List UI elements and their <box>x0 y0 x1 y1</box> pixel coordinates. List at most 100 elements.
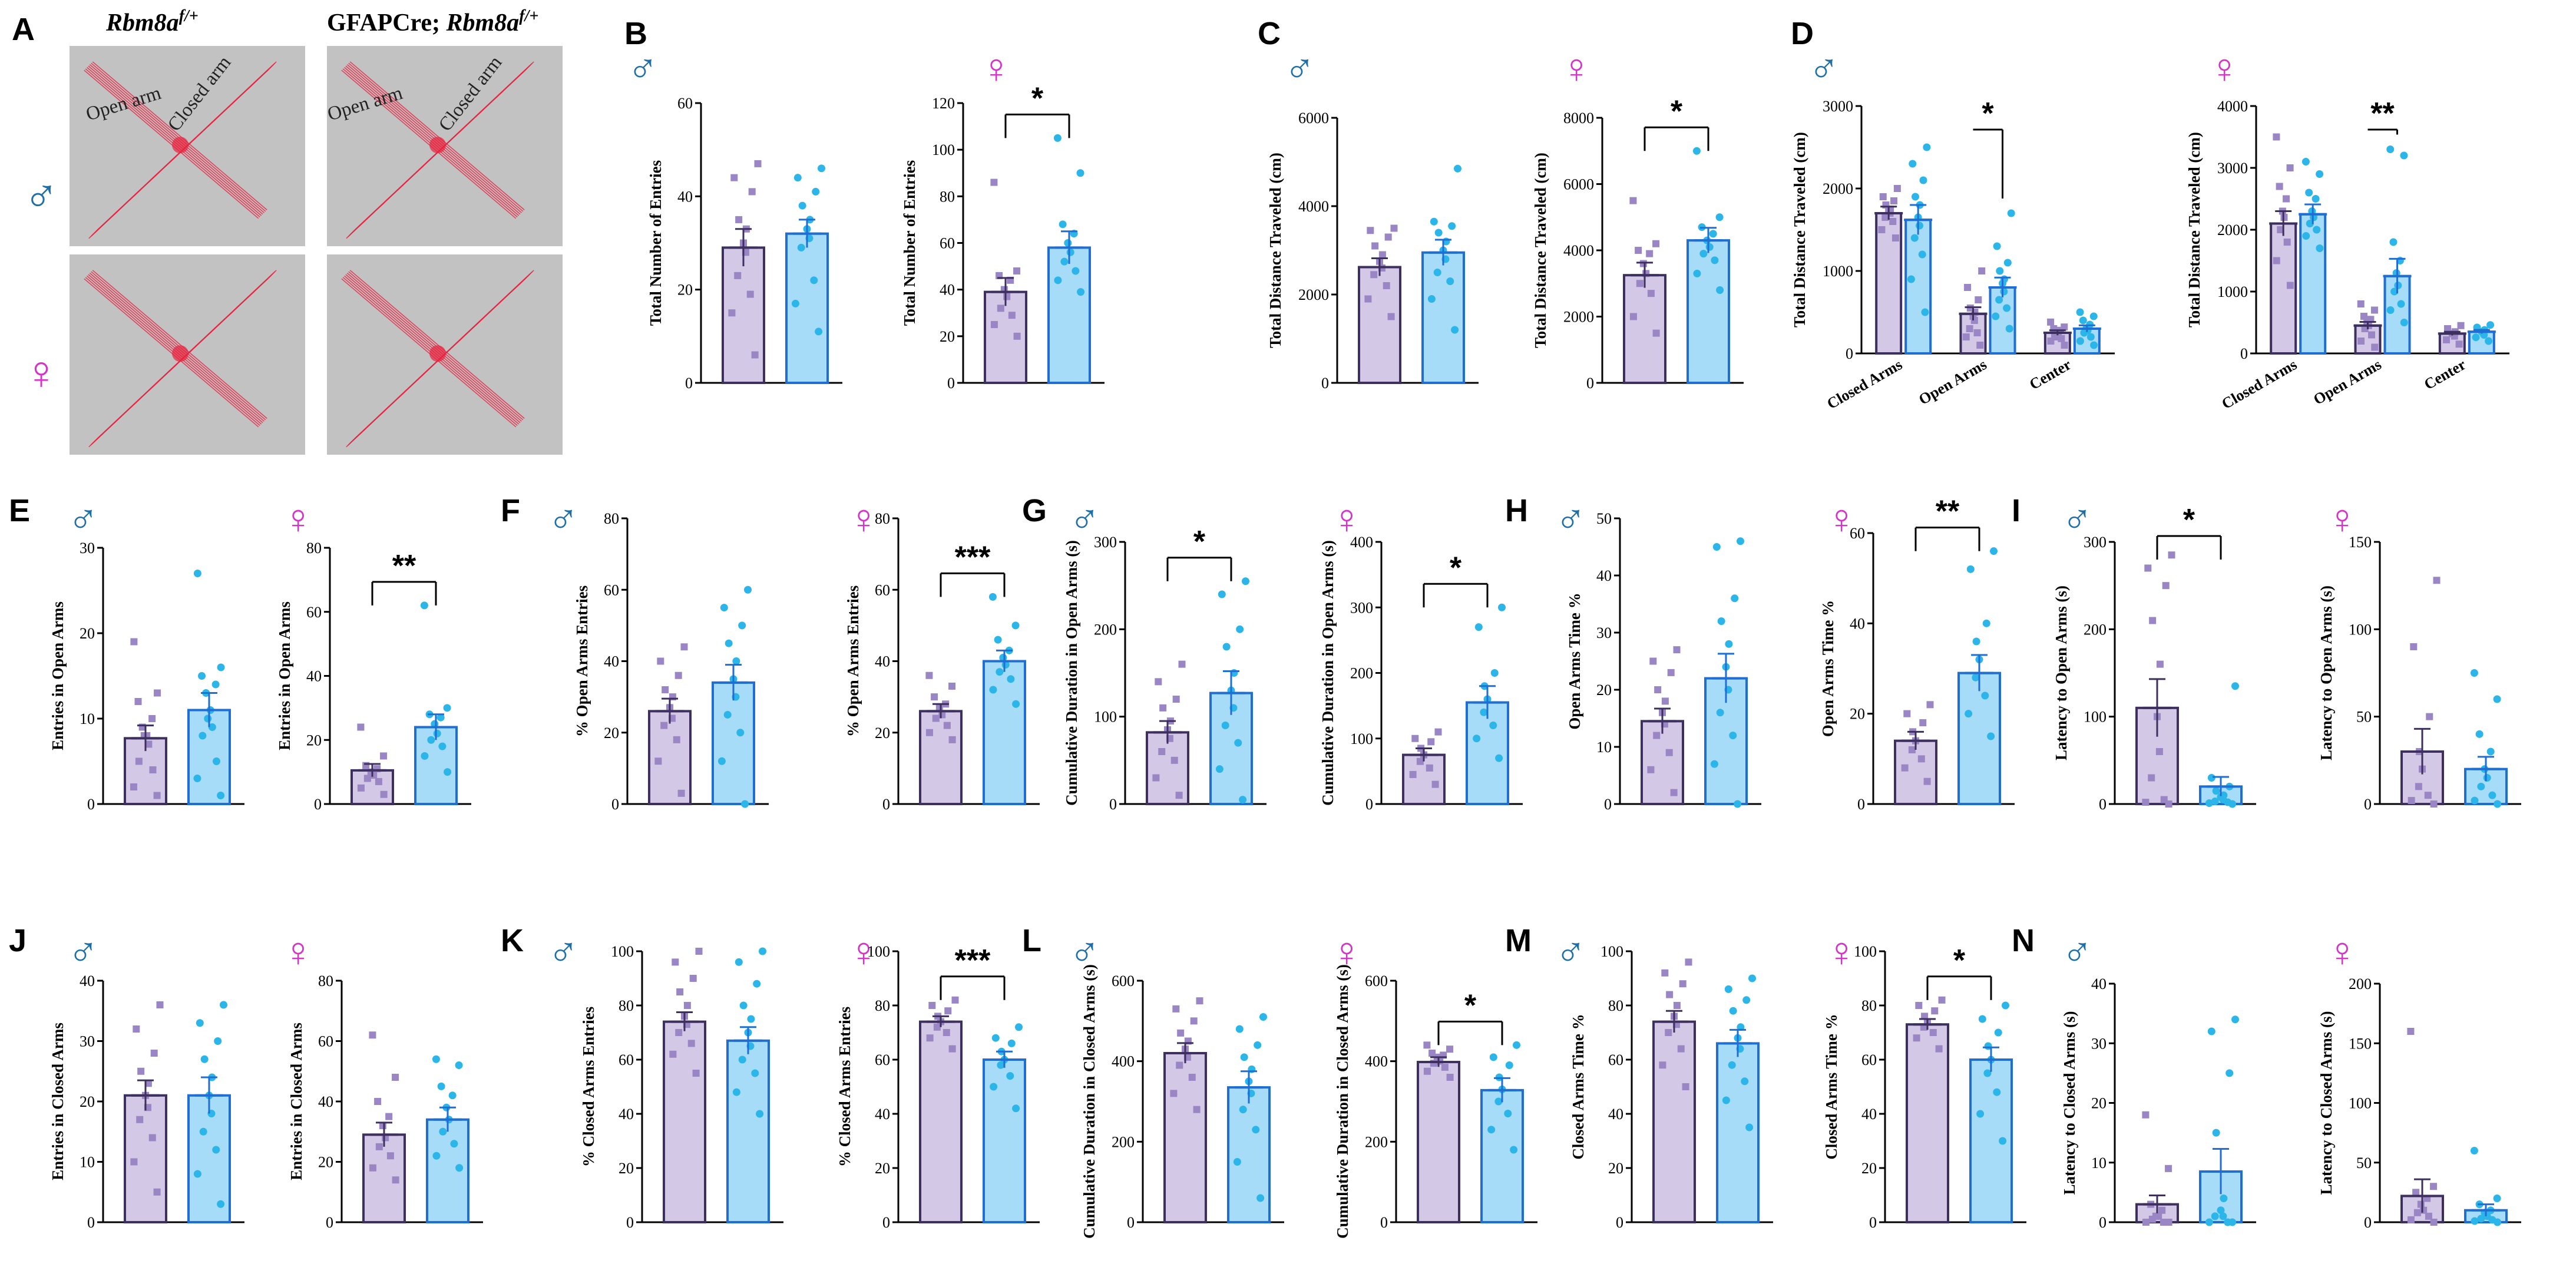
panel-label-c: C <box>1258 16 1281 51</box>
data-point <box>739 1001 748 1010</box>
data-point <box>438 742 447 750</box>
data-point <box>1155 678 1162 686</box>
data-point <box>997 305 1004 312</box>
data-point <box>1892 234 1899 241</box>
data-point <box>455 1061 463 1069</box>
data-point <box>1978 1015 1986 1023</box>
data-point <box>2302 232 2310 240</box>
y-axis-label: Entries in Open Arms <box>49 601 67 750</box>
data-point <box>2400 151 2408 160</box>
data-point <box>990 1083 998 1091</box>
data-point <box>137 1067 145 1075</box>
data-point <box>1370 271 1378 279</box>
y-tick-label: 80 <box>318 972 333 990</box>
data-point <box>2217 1206 2225 1215</box>
y-tick-label: 0 <box>1857 796 1865 813</box>
chart-h-female: ♀ 0 20 40 60 Open Arms Time % ** <box>1819 495 2015 813</box>
data-point <box>1919 719 1927 726</box>
female-symbol-icon: ♀ <box>283 930 314 975</box>
data-point <box>212 1146 220 1154</box>
data-point <box>1239 1106 1247 1114</box>
data-point <box>996 668 1004 676</box>
data-point <box>1889 218 1897 225</box>
male-symbol-icon: ♂ <box>548 930 579 975</box>
bar <box>1421 251 1465 384</box>
track-center <box>172 137 189 154</box>
female-symbol-icon: ♀ <box>1331 930 1363 975</box>
data-point <box>220 1001 227 1009</box>
data-point <box>2158 1206 2166 1214</box>
y-tick-label: 120 <box>932 95 955 112</box>
y-tick-label: 4000 <box>2217 98 2248 115</box>
data-point <box>2357 338 2365 345</box>
data-point <box>1423 1067 1431 1075</box>
data-point <box>392 1074 399 1081</box>
y-tick-label: 100 <box>867 943 890 960</box>
panel-label-k: K <box>501 923 524 958</box>
data-point <box>1013 332 1021 340</box>
data-point <box>948 1045 956 1053</box>
data-point <box>751 351 759 359</box>
data-point <box>1652 240 1660 247</box>
chart-j-female: ♀ 0 20 40 60 80 Entries in Closed Arms <box>283 930 483 1231</box>
data-point <box>1909 160 1917 168</box>
y-tick-label: 20 <box>604 724 619 742</box>
chart-g-female: ♀ 0 100 200 300 400 Cumulative Duration in Ope… <box>1319 497 1523 813</box>
y-tick-label: 3000 <box>2217 160 2248 177</box>
male-symbol-icon: ♂ <box>2062 930 2093 975</box>
data-point <box>1448 222 1456 230</box>
data-point <box>2486 747 2495 756</box>
data-point <box>990 178 998 186</box>
data-point <box>1159 704 1167 712</box>
y-tick-label: 20 <box>1850 706 1865 723</box>
y-tick-label: 0 <box>1109 796 1117 813</box>
data-point <box>1170 756 1178 764</box>
data-point <box>1729 1007 1737 1015</box>
data-point <box>1218 590 1226 598</box>
data-point <box>1917 755 1925 763</box>
data-point <box>1193 1106 1201 1113</box>
y-tick-label: 600 <box>1365 972 1388 990</box>
y-tick-label: 0 <box>882 796 890 813</box>
data-point <box>130 1158 138 1166</box>
data-point <box>208 723 216 731</box>
bar <box>785 232 829 384</box>
y-tick-label: 10 <box>2091 1154 2107 1172</box>
data-point <box>2152 1212 2160 1220</box>
data-point <box>2316 244 2324 252</box>
data-point <box>1901 764 1909 772</box>
y-tick-label: 20 <box>80 625 95 642</box>
data-point <box>1938 996 1946 1004</box>
y-tick-label: 80 <box>1861 997 1877 1014</box>
data-point <box>931 693 938 701</box>
data-point <box>1966 325 1973 332</box>
y-tick-label: 60 <box>604 581 619 598</box>
y-tick-label: 60 <box>677 95 693 112</box>
data-point <box>1716 709 1724 717</box>
chart-g-male: G ♂ 0 100 200 300 Cumulative Duration in Open … <box>1022 493 1266 813</box>
data-point <box>193 570 201 577</box>
data-point <box>1741 1077 1749 1086</box>
data-point <box>1007 675 1015 683</box>
y-tick-label: 30 <box>1596 624 1612 641</box>
data-point <box>1446 1046 1454 1053</box>
data-point <box>1992 312 2000 320</box>
data-point <box>1893 185 1901 192</box>
data-point <box>1879 193 1887 200</box>
data-point <box>1693 269 1701 277</box>
data-point <box>1259 1013 1267 1021</box>
data-point <box>1731 594 1739 603</box>
data-point <box>1233 1158 1241 1166</box>
data-point <box>1505 1061 1513 1069</box>
y-tick-label: 0 <box>626 1214 634 1231</box>
data-point <box>1667 669 1675 676</box>
y-tick-label: 0 <box>1321 375 1329 392</box>
y-tick-label: 10 <box>1596 739 1612 756</box>
data-point <box>1908 746 1916 753</box>
chart-n-female: ♀ 0 50 100 150 200 Latency to Closed Arms (s) <box>2317 930 2521 1231</box>
data-point <box>2212 787 2220 795</box>
y-tick-label: 20 <box>1861 1160 1877 1177</box>
data-point <box>1177 1029 1185 1037</box>
panel-label-i: I <box>2012 493 2021 528</box>
